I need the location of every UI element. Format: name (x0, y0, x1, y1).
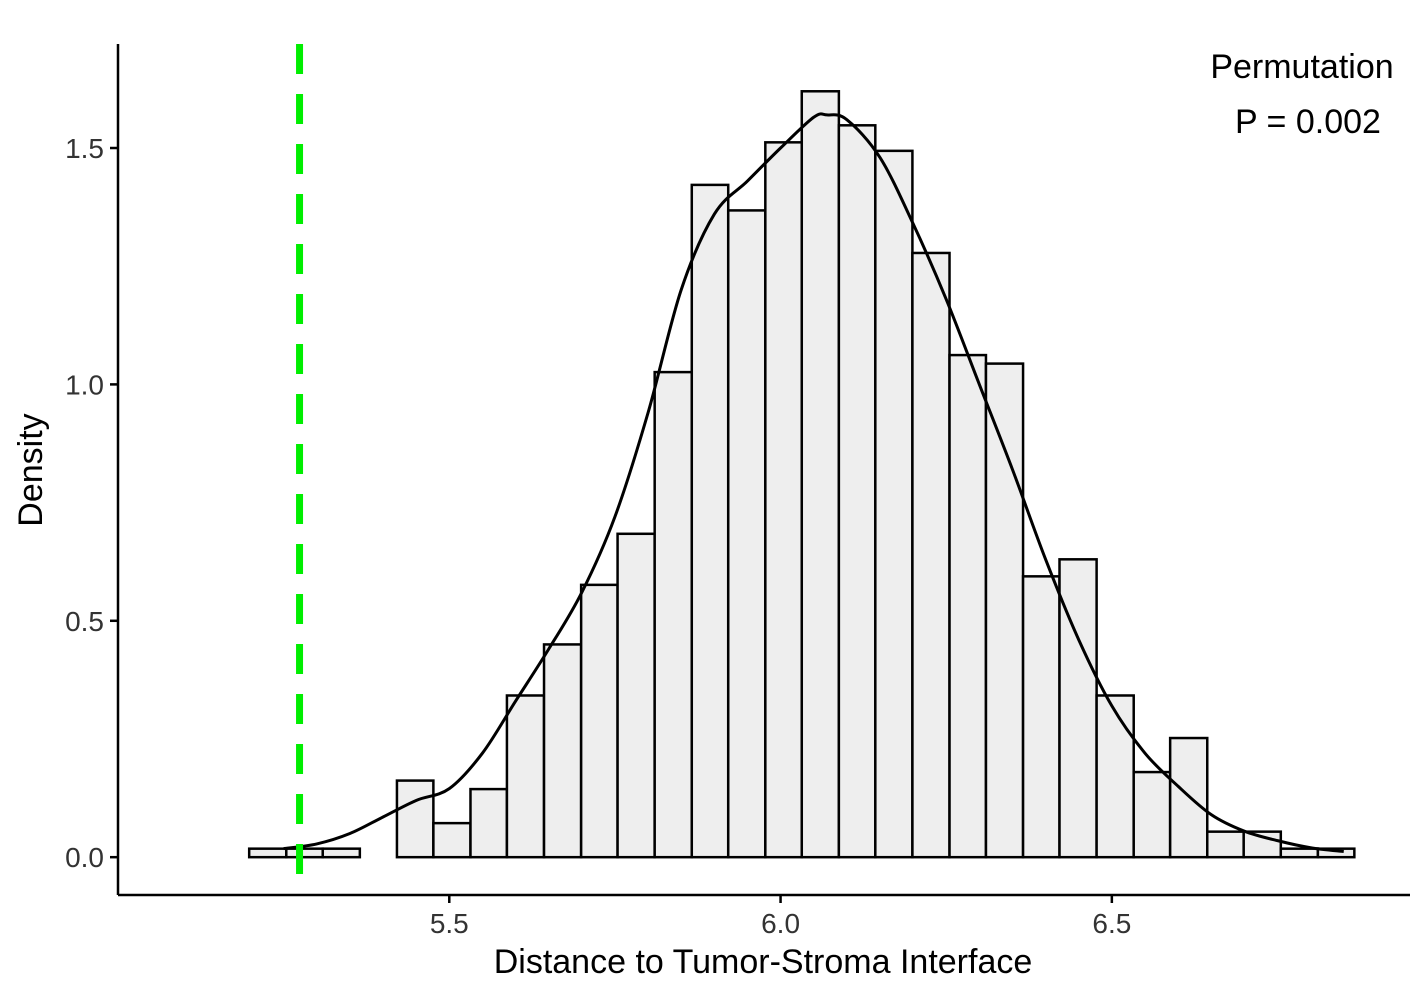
histogram-bar-11 (653, 370, 694, 859)
p-value-label: P = 0.002 (1235, 103, 1381, 141)
histogram-bar-4 (395, 779, 435, 859)
x-axis-ticks: 5.5 6.0 6.5 (430, 895, 1131, 939)
histogram-bar-28 (1279, 847, 1320, 859)
histogram-bar-0 (247, 847, 288, 859)
x-axis-title: Distance to Tumor-Stroma Interface (494, 943, 1033, 981)
permutation-label: Permutation (1210, 48, 1393, 86)
histogram-bar-13 (726, 209, 767, 859)
histogram-bar-5 (432, 821, 472, 859)
histogram-bar-18 (911, 251, 951, 859)
histogram-bar-22 (1058, 558, 1098, 859)
histogram-bar-23 (1095, 694, 1135, 859)
histogram-bar-20 (984, 362, 1025, 859)
histogram-bar-19 (948, 353, 988, 859)
histogram-bar-25 (1168, 736, 1209, 859)
histogram-bar-21 (1021, 575, 1061, 859)
histogram-bar-29 (1316, 847, 1356, 859)
histogram-bar-15 (800, 90, 841, 859)
density-curve (283, 112, 1344, 853)
histogram-bars (247, 90, 1356, 859)
histogram-bar-26 (1206, 830, 1245, 859)
histogram-bar-2 (321, 847, 362, 859)
y-tick-label-0: 0.0 (65, 842, 104, 873)
y-tick-label-3: 1.5 (65, 133, 104, 164)
histogram-bar-6 (469, 787, 509, 859)
y-tick-label-2: 1.0 (65, 369, 104, 400)
histogram-bar-1 (285, 847, 324, 859)
y-axis-ticks: 0.0 0.5 1.0 1.5 (65, 133, 118, 873)
histogram-bar-9 (579, 583, 619, 859)
histogram-bar-24 (1132, 770, 1172, 859)
histogram-bar-14 (764, 141, 804, 859)
histogram-bar-10 (616, 532, 656, 859)
histogram-bar-8 (542, 643, 583, 859)
histogram-bar-7 (505, 694, 546, 859)
y-tick-label-1: 0.5 (65, 606, 104, 637)
histogram-bar-17 (874, 149, 914, 859)
histogram-bar-12 (690, 183, 730, 859)
y-axis-title: Density (12, 413, 50, 526)
histogram-bar-16 (837, 124, 877, 859)
x-tick-label-1: 6.0 (761, 908, 800, 939)
x-tick-label-2: 6.5 (1092, 908, 1131, 939)
x-tick-label-0: 5.5 (430, 908, 469, 939)
